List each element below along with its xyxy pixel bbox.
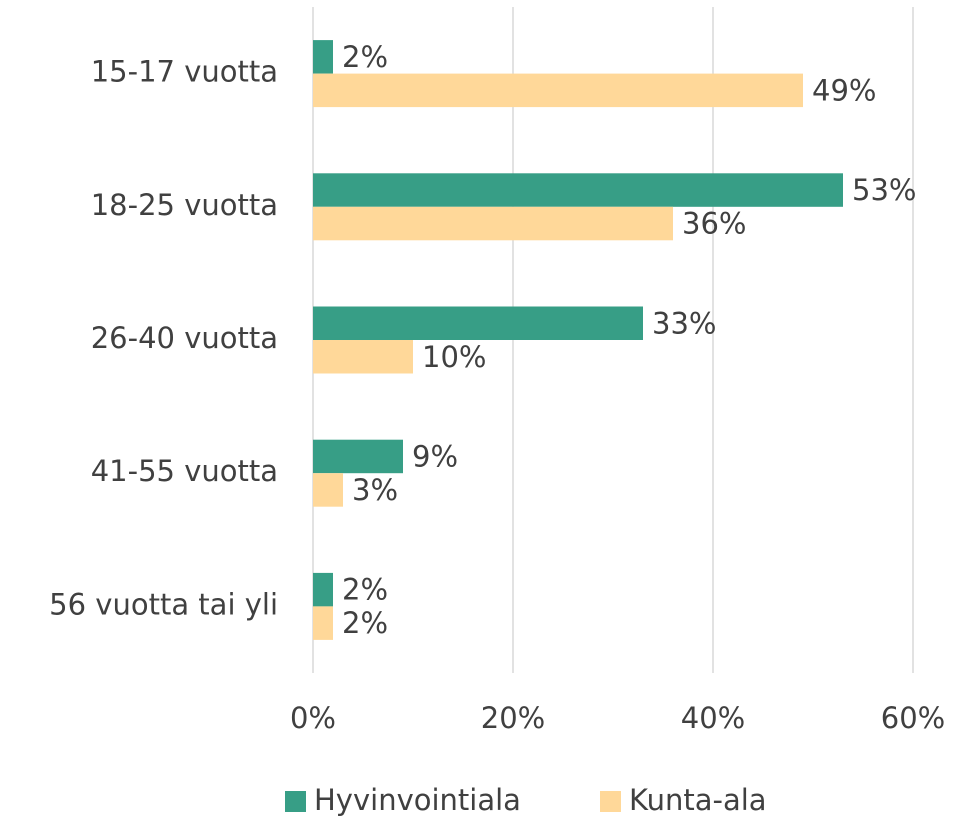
bar	[313, 340, 413, 374]
data-label: 10%	[422, 340, 486, 374]
data-label: 3%	[352, 473, 398, 507]
x-tick-label: 0%	[290, 701, 336, 735]
data-label: 2%	[342, 40, 388, 74]
y-tick-label: 15-17 vuotta	[91, 55, 278, 89]
data-label: 33%	[652, 306, 716, 340]
data-label: 2%	[342, 606, 388, 640]
data-label: 36%	[682, 207, 746, 241]
y-tick-label: 56 vuotta tai yli	[49, 587, 278, 621]
legend-swatch	[285, 791, 306, 812]
bar	[313, 439, 403, 474]
data-label: 49%	[812, 73, 876, 107]
x-tick-label: 20%	[481, 701, 545, 735]
y-tick-label: 18-25 vuotta	[91, 188, 278, 222]
bar	[313, 606, 333, 640]
legend-label: Hyvinvointiala	[314, 783, 521, 817]
bar	[313, 173, 843, 207]
legend-label: Kunta-ala	[629, 783, 767, 817]
data-label: 2%	[342, 573, 388, 607]
bar	[313, 572, 333, 607]
bar	[313, 206, 673, 241]
bar	[313, 306, 643, 340]
x-tick-label: 40%	[681, 701, 745, 735]
bar	[313, 40, 333, 74]
x-tick-label: 60%	[881, 701, 945, 735]
bar	[313, 473, 343, 507]
y-tick-label: 41-55 vuotta	[91, 454, 278, 488]
data-label: 9%	[412, 439, 458, 473]
bar	[313, 73, 803, 108]
legend-swatch	[600, 791, 621, 812]
data-label: 53%	[852, 173, 916, 207]
y-tick-label: 26-40 vuotta	[91, 321, 278, 355]
